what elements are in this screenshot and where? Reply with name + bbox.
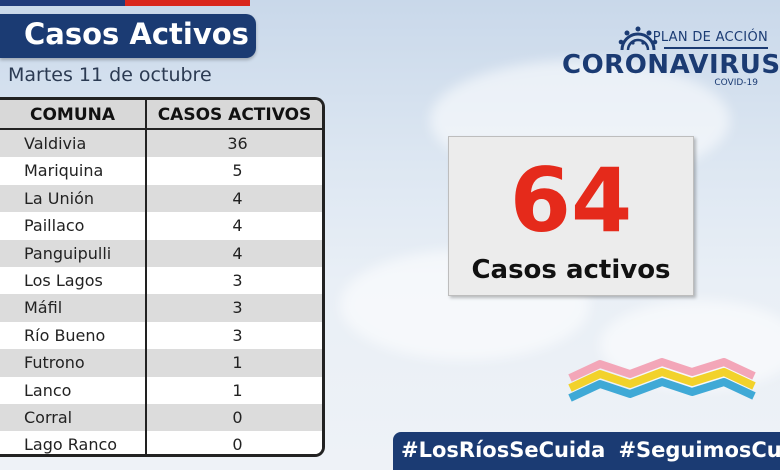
casos-cell: 3	[232, 325, 243, 345]
table-header: COMUNA CASOS ACTIVOS	[0, 100, 322, 130]
header-comuna: COMUNA	[0, 100, 147, 128]
comuna-cell: Mariquina	[0, 157, 147, 185]
table-row: Lanco 1	[0, 376, 322, 404]
comuna-cell: Paillaco	[0, 212, 147, 240]
total-cases-label: Casos activos	[471, 255, 671, 285]
comuna-cell: Río Bueno	[0, 321, 147, 350]
logo-sub: COVID-19	[714, 78, 758, 88]
table-row: Lago Ranco 0	[0, 431, 322, 455]
header-casos: CASOS ACTIVOS	[157, 105, 312, 125]
table-row: Futrono 1	[0, 349, 322, 377]
report-date: Martes 11 de octubre	[8, 64, 212, 86]
page-title: Casos Activos	[24, 17, 249, 51]
table-row: Máfil 3	[0, 294, 322, 322]
flag-stripe	[0, 0, 250, 6]
hashtag-seguimos: #SeguimosCuidándonos	[618, 438, 780, 462]
table-row: Corral 0	[0, 403, 322, 432]
virus-icon	[618, 26, 658, 50]
casos-cell: 3	[232, 270, 243, 290]
logo-underline	[664, 47, 768, 49]
comuna-cell: Panguipulli	[0, 239, 147, 267]
comuna-cell: Los Lagos	[0, 266, 147, 295]
casos-cell: 4	[232, 188, 243, 208]
casos-cell: 1	[232, 380, 243, 400]
logo-plan-text: PLAN DE ACCIÓN	[652, 30, 768, 45]
table-row: Los Lagos 3	[0, 266, 322, 295]
coronavirus-logo: PLAN DE ACCIÓN CORONAVIRUS COVID-19	[562, 26, 780, 90]
casos-cell: 0	[232, 407, 243, 427]
comuna-cell: Futrono	[0, 349, 147, 377]
total-cases-number: 64	[509, 149, 633, 252]
comuna-cell: Corral	[0, 403, 147, 432]
table-row: Río Bueno 3	[0, 321, 322, 350]
comuna-cell: Máfil	[0, 294, 147, 322]
total-cases-card: 64 Casos activos	[448, 136, 694, 296]
comuna-cell: Lanco	[0, 376, 147, 404]
logo-name: CORONAVIRUS	[562, 50, 780, 80]
casos-cell: 4	[232, 243, 243, 263]
casos-cell: 36	[227, 134, 248, 153]
casos-cell: 4	[232, 216, 243, 236]
comuna-cell: Valdivia	[0, 130, 147, 158]
table-body: Valdivia 36 Mariquina 5 La Unión 4 Paillaco…	[0, 130, 322, 455]
table-row: Panguipulli 4	[0, 239, 322, 267]
table-row: Paillaco 4	[0, 212, 322, 240]
table-row: Valdivia 36	[0, 130, 322, 158]
hashtag-bar: #LosRíosSeCuida #SeguimosCuidándonos	[393, 432, 780, 470]
comuna-cell: La Unión	[0, 184, 147, 213]
casos-cell: 5	[232, 161, 243, 181]
casos-cell: 0	[232, 435, 243, 455]
ribbon-logo	[568, 358, 756, 402]
comuna-cell: Lago Ranco	[0, 431, 147, 454]
hashtag-losrios: #LosRíosSeCuida	[401, 438, 606, 462]
table-row: Mariquina 5	[0, 157, 322, 185]
title-badge: Casos Activos	[0, 14, 256, 58]
cases-table: COMUNA CASOS ACTIVOS Valdivia 36 Mariquin…	[0, 97, 325, 457]
casos-cell: 3	[232, 298, 243, 318]
casos-cell: 1	[232, 353, 243, 373]
table-row: La Unión 4	[0, 184, 322, 213]
